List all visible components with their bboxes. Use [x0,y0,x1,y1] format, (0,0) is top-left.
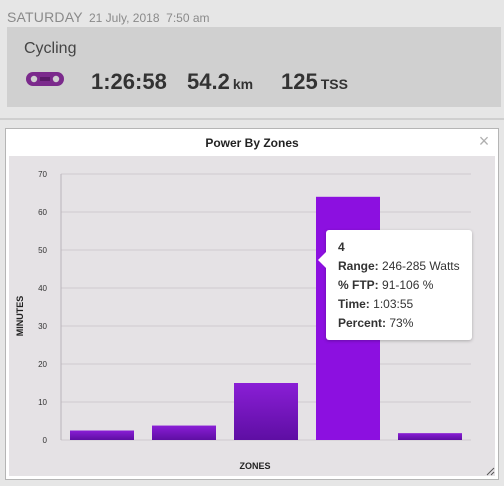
header-bar: SATURDAY 21 July, 2018 7:50 am [0,0,504,27]
tooltip-ftp-label: % FTP: [338,278,379,292]
tooltip-percent-label: Percent: [338,316,387,330]
tooltip-percent-value: 73% [389,316,414,330]
section-divider [0,118,504,120]
tss-value: 125 [281,69,318,94]
tooltip-time-label: Time: [338,297,370,311]
tooltip-range: Range: 246-285 Watts [338,257,472,276]
y-tick-label: 30 [38,322,47,331]
distance-value: 54.2 [187,69,230,94]
tss-unit: TSS [320,76,348,92]
distance-unit: km [232,76,254,92]
tooltip-percent: Percent: 73% [338,314,472,333]
duration-stat: 1:26:58 [91,69,167,95]
y-tick-label: 50 [38,246,47,255]
zone-tooltip: 4 Range: 246-285 Watts % FTP: 91-106 % T… [318,230,472,340]
bar-zone-5[interactable] [398,433,462,440]
duration-value: 1:26:58 [91,69,167,94]
y-tick-label: 70 [38,170,47,179]
distance-stat: 54.2 km [187,69,253,95]
y-tick-label: 10 [38,398,47,407]
bar-zone-1[interactable] [70,430,134,441]
y-axis-label: MINUTES [15,296,25,337]
workout-summary-card[interactable]: Cycling 1:26:58 54.2 km 125 TSS [7,27,501,107]
y-tick-label: 0 [43,436,48,445]
workout-date: 21 July, 2018 [89,11,160,25]
close-icon[interactable]: × [478,131,490,151]
workout-type: Cycling [24,40,77,57]
workout-time: 7:50 am [166,11,210,25]
resize-handle-icon[interactable] [485,466,495,476]
bar-zone-2[interactable] [152,425,216,440]
tooltip-time: Time: 1:03:55 [338,295,472,314]
bar-zone-3[interactable] [234,383,298,440]
chain-link-icon [26,72,64,86]
tss-stat: 125 TSS [281,69,348,95]
x-axis-label: ZONES [239,461,270,471]
tooltip-ftp-value: 91-106 % [382,278,434,292]
panel-title: Power By Zones [205,136,299,150]
workout-day: SATURDAY [7,9,83,25]
workout-datetime: 21 July, 2018 7:50 am [89,11,210,25]
y-tick-label: 60 [38,208,47,217]
y-tick-label: 20 [38,360,47,369]
tooltip-ftp: % FTP: 91-106 % [338,276,472,295]
tooltip-range-label: Range: [338,259,379,273]
tooltip-time-value: 1:03:55 [373,297,414,311]
y-tick-label: 40 [38,284,47,293]
tooltip-range-value: 246-285 Watts [382,259,460,273]
tooltip-zone: 4 [338,240,345,254]
